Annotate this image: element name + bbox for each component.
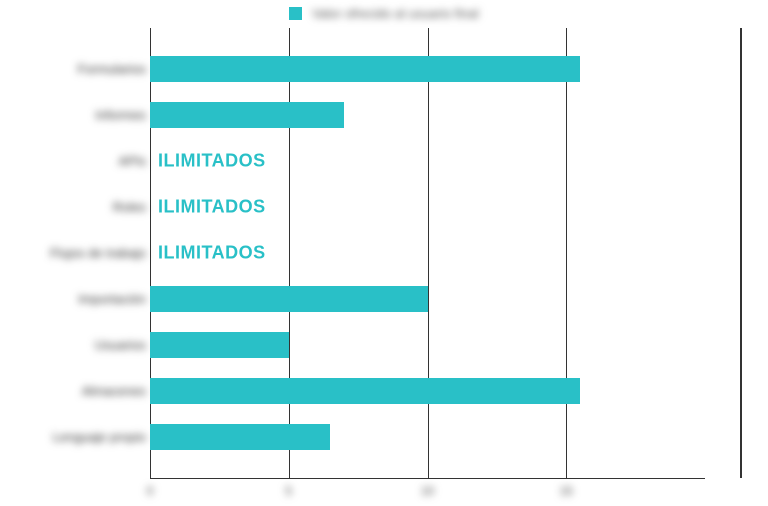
bar xyxy=(150,378,580,404)
x-tick-label: 5 xyxy=(285,484,292,498)
bar xyxy=(150,56,580,82)
x-tick-label: 10 xyxy=(421,484,434,498)
chart-row: Formularios xyxy=(0,46,768,92)
ilimitados-label: ILIMITADOS xyxy=(158,151,266,172)
chart-row: Lenguaje propio xyxy=(0,414,768,460)
category-label: Importación xyxy=(78,292,146,307)
ilimitados-label: ILIMITADOS xyxy=(158,243,266,264)
bar-chart: 051015FormulariosInformesAPIsILIMITADOSR… xyxy=(0,28,768,498)
category-label: Almacenes xyxy=(82,384,146,399)
x-axis xyxy=(150,478,705,479)
category-label: Roles xyxy=(113,200,146,215)
chart-row: APIs ILIMITADOS xyxy=(0,138,768,184)
chart-row: Importación xyxy=(0,276,768,322)
x-tick-label: 0 xyxy=(147,484,154,498)
category-label: Lenguaje propio xyxy=(53,430,146,445)
bar xyxy=(150,286,428,312)
category-label: APIs xyxy=(119,154,146,169)
bar xyxy=(150,102,344,128)
legend-swatch xyxy=(289,7,302,20)
chart-row: Almacenes xyxy=(0,368,768,414)
bar xyxy=(150,332,289,358)
category-label: Usuarios xyxy=(95,338,146,353)
x-tick-label: 15 xyxy=(560,484,573,498)
chart-row: Usuarios xyxy=(0,322,768,368)
chart-row: Roles ILIMITADOS xyxy=(0,184,768,230)
legend-label: Valor ofrecido al usuario final xyxy=(312,6,479,21)
chart-legend: Valor ofrecido al usuario final xyxy=(0,6,768,21)
category-label: Flujos de trabajo xyxy=(50,246,146,261)
category-label: Formularios xyxy=(77,62,146,77)
category-label: Informes xyxy=(95,108,146,123)
ilimitados-label: ILIMITADOS xyxy=(158,197,266,218)
right-border xyxy=(740,28,742,478)
chart-row: Flujos de trabajo ILIMITADOS xyxy=(0,230,768,276)
bar xyxy=(150,424,330,450)
chart-row: Informes xyxy=(0,92,768,138)
